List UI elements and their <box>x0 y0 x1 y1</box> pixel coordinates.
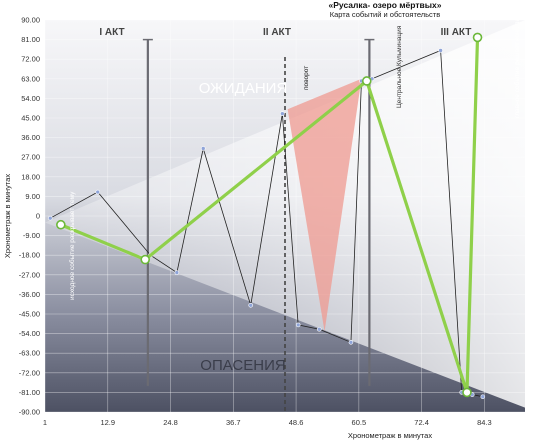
y-tick-label: 45.00 <box>21 114 40 123</box>
x-tick-label: 72.4 <box>414 418 429 427</box>
y-tick-label: 81.00 <box>21 35 40 44</box>
thin-line-point <box>348 340 354 345</box>
y-tick-label: 72.00 <box>21 55 40 64</box>
midpoint-line-label: поворот <box>303 66 310 90</box>
y-tick-label: 90.00 <box>21 16 40 25</box>
y-tick-label: 18.00 <box>21 172 40 181</box>
y-tick-label: 54.00 <box>21 94 40 103</box>
series-thin-line <box>50 49 483 398</box>
thin-line-point <box>316 326 322 332</box>
y-axis-label: Хронометраж в минутах <box>3 174 12 258</box>
y-tick-label: -36.00 <box>19 290 40 299</box>
x-tick-label: 60.5 <box>352 418 367 427</box>
x-tick-label: 84.3 <box>477 418 492 427</box>
thin-line-point <box>438 48 443 53</box>
thin-line-point <box>47 215 53 221</box>
zone-fears-label: ОПАСЕНИЯ <box>200 357 285 374</box>
act-3-label: III АКТ <box>441 27 472 38</box>
x-tick-label: 1 <box>43 418 47 427</box>
y-tick-label: -54.00 <box>19 329 40 338</box>
annotation-inciting-event: исходное событие раскрывает тему <box>68 191 76 300</box>
y-tick-label: -72.00 <box>19 368 40 377</box>
zone-expectations-label: ОЖИДАНИЯ <box>199 80 288 97</box>
y-tick-label: 9.00 <box>25 192 40 201</box>
x-axis-label: Хронометраж в минутах <box>348 431 432 440</box>
y-tick-label: -63.00 <box>19 349 40 358</box>
green-line-point <box>140 254 151 265</box>
x-tick-label: 24.8 <box>163 418 178 427</box>
y-tick-label: 36.00 <box>21 133 40 142</box>
y-tick-label: -81.00 <box>19 388 40 397</box>
y-tick-label: -27.00 <box>19 270 40 279</box>
green-line-point <box>361 76 372 86</box>
act-1-label: I АКТ <box>99 27 124 38</box>
y-tick-label: 63.00 <box>21 74 40 83</box>
annotation-climax: Центральное Кульминация <box>396 25 403 108</box>
series-group <box>47 32 486 400</box>
y-tick-label: 0 <box>36 212 40 221</box>
x-tick-labels: 1 12.9 24.8 36.7 48.6 60.5 72.4 84.3 <box>43 418 492 427</box>
thin-line-point <box>95 189 101 195</box>
thin-line-point <box>295 322 301 328</box>
y-tick-label: -9.00 <box>23 231 40 240</box>
y-tick-label: -45.00 <box>19 310 40 319</box>
y-tick-label: 27.00 <box>21 153 40 162</box>
y-tick-labels: 90.00 81.00 72.00 63.00 54.00 45.00 36.00 27.00… <box>19 16 40 417</box>
green-line-point <box>56 219 66 230</box>
thin-line-point <box>280 111 285 116</box>
green-line-point <box>472 32 483 43</box>
y-tick-label: -18.00 <box>19 251 40 260</box>
act-boundaries <box>142 38 375 412</box>
y-tick-label: -90.00 <box>19 408 40 417</box>
chart-subtitle: Карта событий и обстоятельств <box>330 10 440 19</box>
act-2-label: II АКТ <box>263 27 291 38</box>
tension-triangle <box>287 78 362 332</box>
chart-title: «Русалка- озеро мёртвых» <box>329 0 442 10</box>
thin-line-point <box>200 146 206 151</box>
thin-line-point <box>248 302 254 308</box>
annotation-resolution: главное событие решает конфликт <box>513 12 521 118</box>
x-tick-label: 48.6 <box>289 418 304 427</box>
x-tick-label: 12.9 <box>100 418 115 427</box>
thin-line-point <box>174 270 180 275</box>
thin-line-point <box>480 394 486 400</box>
green-line-point <box>462 387 472 398</box>
x-tick-label: 36.7 <box>226 418 241 427</box>
